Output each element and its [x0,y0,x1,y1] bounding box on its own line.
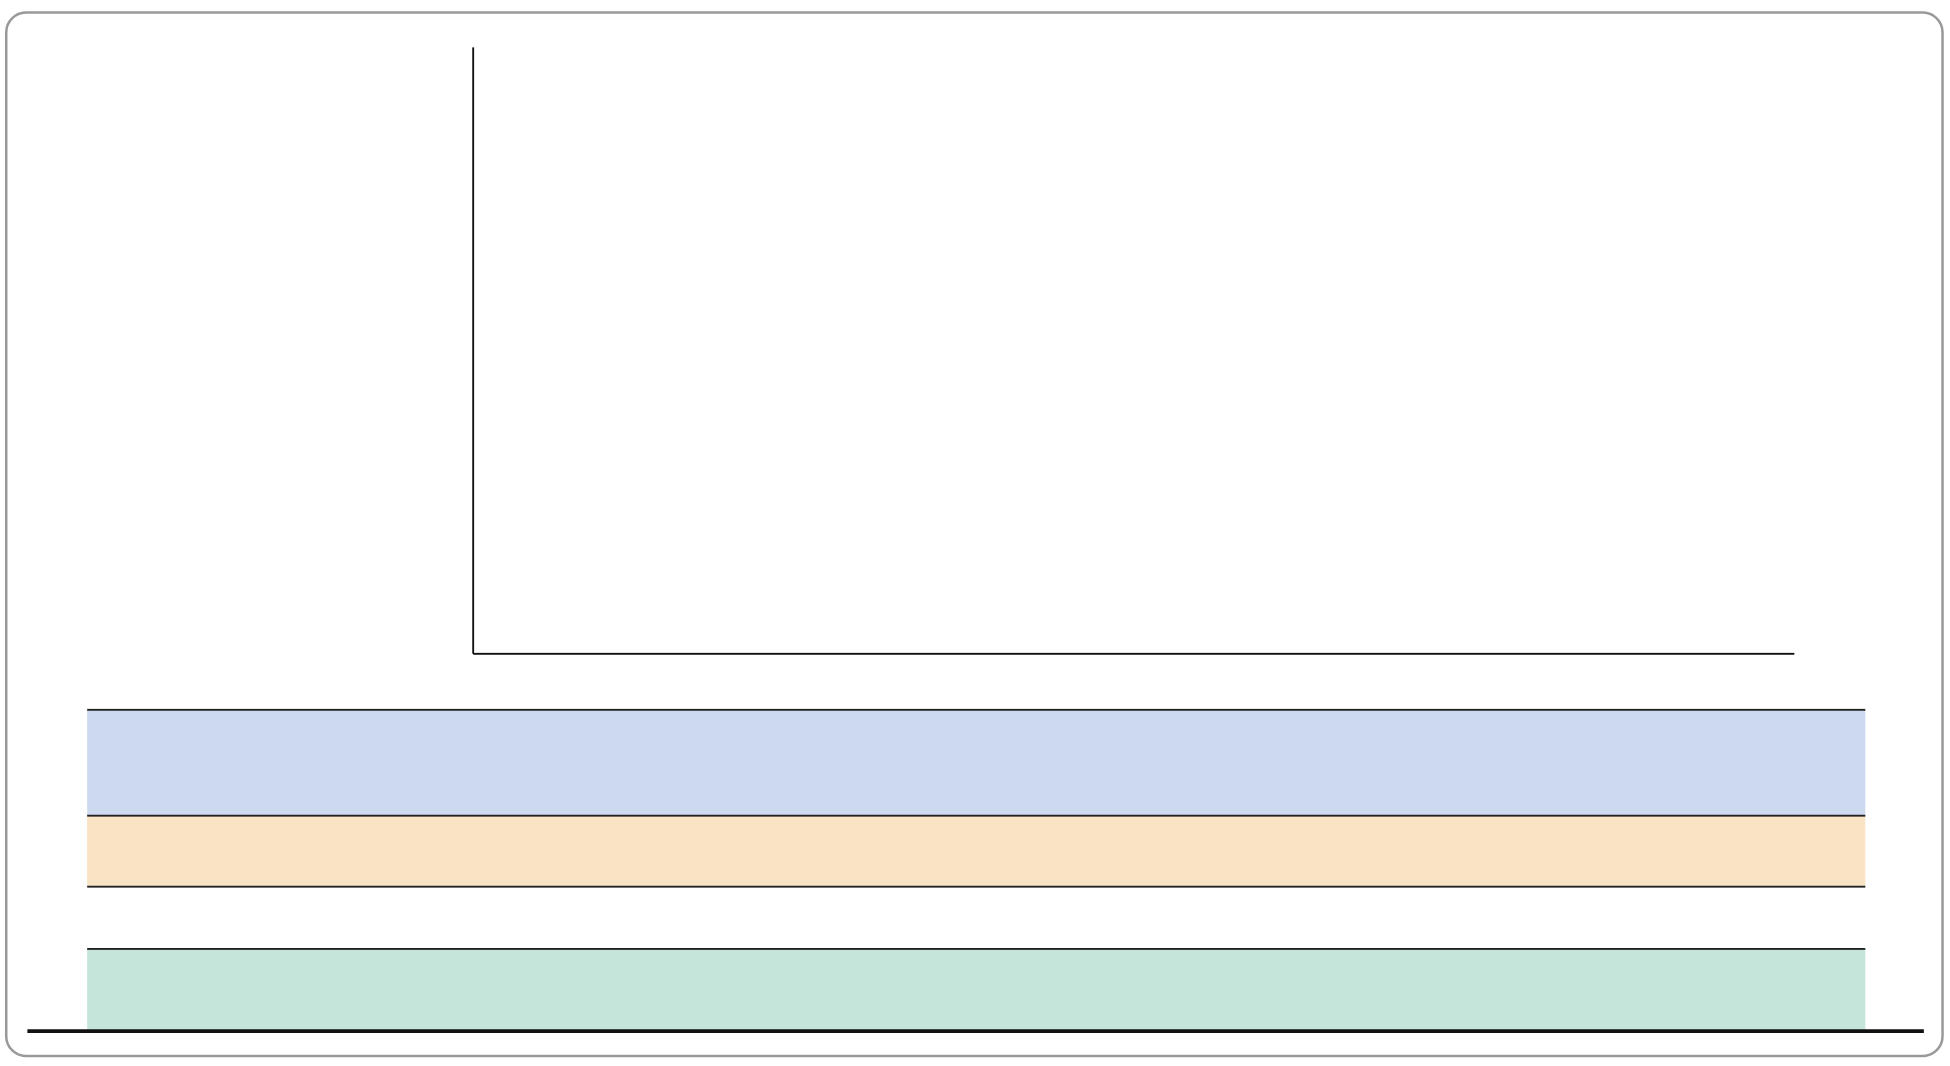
table-lines [87,708,1866,950]
axes [472,47,1795,655]
frame [4,11,1944,1058]
percent-row-bg [87,815,1866,887]
iq-row-bg [87,948,1866,1032]
count-row-bg [87,709,1866,816]
